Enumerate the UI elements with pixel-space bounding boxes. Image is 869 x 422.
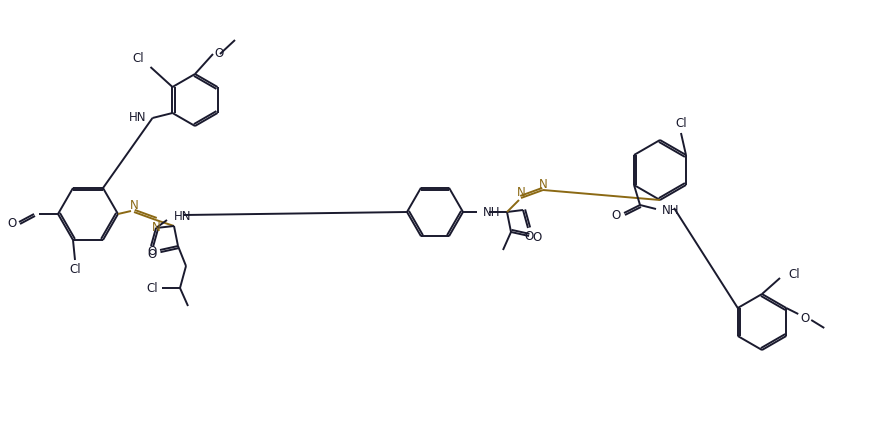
Text: O: O [214,46,223,60]
Text: Cl: Cl [146,281,157,295]
Text: N: N [538,178,547,190]
Text: NH: NH [661,203,679,216]
Text: Cl: Cl [70,263,81,276]
Text: NH: NH [482,206,500,219]
Text: O: O [147,247,156,260]
Text: O: O [799,311,809,325]
Text: O: O [7,216,17,230]
Text: O: O [524,230,533,243]
Text: N: N [129,198,138,211]
Text: HN: HN [129,111,146,124]
Text: N: N [516,186,525,198]
Text: Cl: Cl [132,51,144,65]
Text: HN: HN [174,209,191,222]
Text: Cl: Cl [787,268,799,281]
Text: O: O [532,230,541,243]
Text: O: O [611,208,620,222]
Text: Cl: Cl [674,116,686,130]
Text: N: N [151,221,160,233]
Text: O: O [147,244,156,257]
